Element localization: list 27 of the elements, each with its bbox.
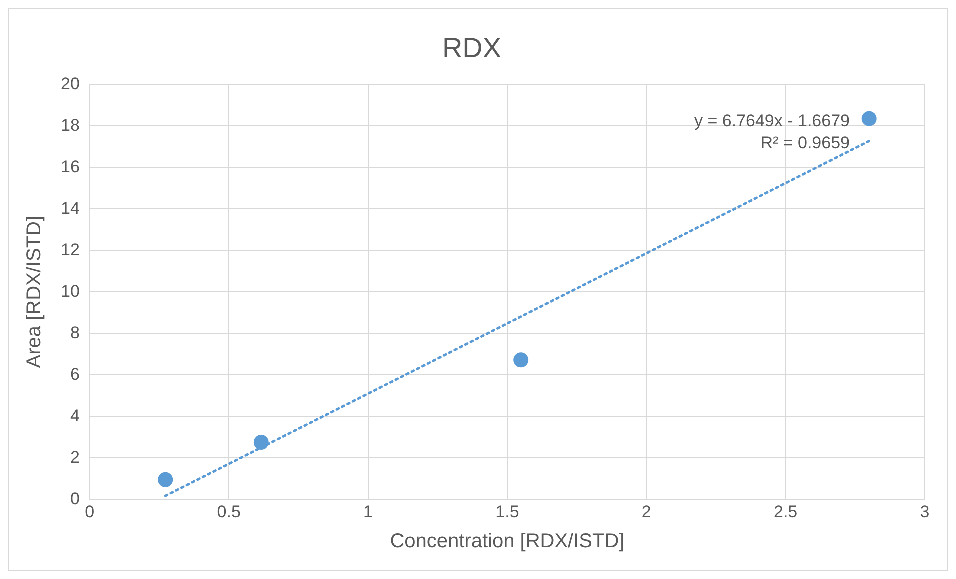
x-tick-label: 0 xyxy=(85,502,95,522)
point xyxy=(158,472,174,488)
x-tick-label: 1 xyxy=(364,502,374,522)
point xyxy=(254,435,269,450)
y-tick-label: 4 xyxy=(70,406,80,426)
x-axis-title: Concentration [RDX/ISTD] xyxy=(390,530,625,553)
y-tick-label: 6 xyxy=(70,364,80,384)
y-tick-label: 20 xyxy=(60,74,80,94)
y-tick-label: 14 xyxy=(60,198,80,218)
annotation: R² = 0.9659 xyxy=(760,133,850,152)
point xyxy=(862,111,877,126)
y-tick-label: 16 xyxy=(60,157,80,176)
x-tick-label: 2 xyxy=(642,502,652,522)
y-tick-label: 12 xyxy=(60,240,80,260)
x-tick-label: 2.5 xyxy=(774,502,798,522)
annotation: y = 6.7649x - 1.6679 xyxy=(694,111,850,130)
x-tick-label: 0.5 xyxy=(217,502,241,522)
y-tick-label: 0 xyxy=(70,489,80,508)
y-axis-title: Area [RDX/ISTD] xyxy=(24,216,46,368)
y-tick-label: 10 xyxy=(60,282,80,301)
y-tick-label: 18 xyxy=(60,116,80,135)
x-tick-label: 3 xyxy=(920,502,930,522)
x-tick-label: 1.5 xyxy=(496,502,520,522)
y-tick-label: 2 xyxy=(70,448,80,467)
point xyxy=(514,352,529,368)
y-tick-label: 8 xyxy=(70,323,80,342)
chart-title: RDX xyxy=(442,32,502,64)
